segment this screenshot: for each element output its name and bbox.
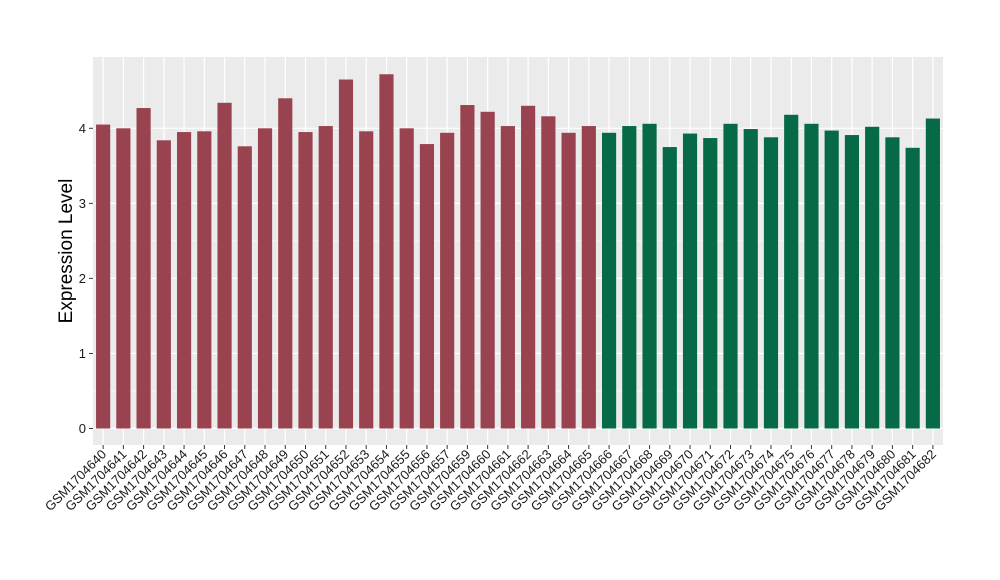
bar — [743, 129, 758, 429]
bar — [318, 126, 333, 429]
bar — [278, 98, 293, 429]
bar — [703, 138, 718, 429]
bar — [156, 140, 171, 429]
bar — [480, 111, 495, 429]
bar — [682, 133, 698, 429]
bar — [96, 124, 111, 429]
bar — [136, 108, 151, 429]
bar — [116, 128, 131, 429]
bar — [824, 130, 839, 429]
y-tick-label: 0 — [79, 421, 86, 436]
bar — [298, 132, 313, 429]
plot-panel — [93, 57, 943, 445]
bar — [440, 132, 455, 429]
bar — [784, 114, 799, 429]
y-tick-label: 3 — [79, 196, 86, 211]
bar — [885, 137, 900, 429]
y-tick-label: 1 — [79, 346, 86, 361]
bar — [763, 137, 779, 429]
bar — [804, 123, 819, 429]
y-tick-label: 2 — [79, 271, 86, 286]
bar — [642, 123, 657, 429]
bar — [541, 116, 556, 429]
y-axis-title: Expression Level — [56, 179, 77, 324]
bar — [662, 147, 677, 429]
bar — [844, 135, 860, 429]
bar — [561, 132, 576, 429]
bars-group — [96, 74, 940, 429]
bar — [399, 128, 414, 429]
bar — [500, 126, 515, 429]
bar — [338, 79, 354, 429]
bar — [257, 128, 273, 429]
bar — [359, 131, 374, 429]
y-tick-label: 4 — [79, 121, 86, 136]
bar — [622, 126, 637, 429]
bar — [521, 105, 536, 429]
bar — [197, 131, 212, 429]
bar — [176, 132, 192, 429]
bar — [601, 132, 617, 429]
bar — [581, 126, 596, 429]
x-axis: GSM1704640GSM1704641GSM1704642GSM1704643… — [42, 445, 939, 514]
y-axis: 0 1 2 3 4 — [79, 121, 93, 436]
bar — [865, 126, 880, 429]
bar — [723, 123, 738, 429]
bar — [419, 144, 435, 429]
bar — [460, 105, 475, 429]
bar — [925, 118, 940, 429]
bar — [217, 102, 232, 429]
bar — [379, 74, 394, 429]
bar — [905, 147, 920, 429]
bar — [237, 146, 252, 429]
